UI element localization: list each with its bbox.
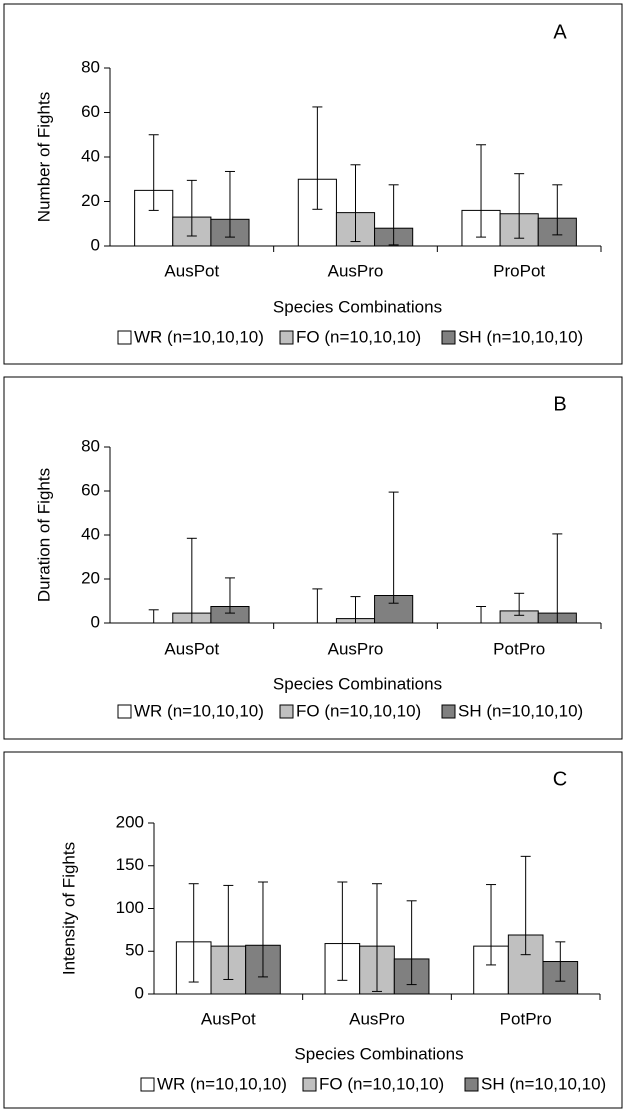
- x-tick-label: AusPot: [164, 261, 219, 280]
- legend-swatch: [117, 330, 132, 345]
- panel-label: B: [553, 393, 566, 415]
- panel-frame: [3, 376, 623, 740]
- legend-swatch: [279, 704, 294, 719]
- x-axis-title: Species Combinations: [273, 297, 442, 316]
- x-tick-label: AusPot: [201, 1009, 256, 1028]
- y-tick-label: 0: [135, 983, 144, 1002]
- x-tick-label: AusPot: [164, 639, 219, 658]
- y-tick-label: 80: [81, 436, 100, 455]
- y-tick-label: 150: [116, 855, 144, 874]
- panel-frame: [3, 751, 623, 1109]
- legend-label: SH (n=10,10,10): [458, 327, 583, 346]
- legend-swatch: [464, 1077, 479, 1092]
- y-axis-title: Intensity of Fights: [59, 842, 78, 975]
- legend-label: FO (n=10,10,10): [296, 701, 421, 720]
- legend-swatch: [441, 704, 456, 719]
- legend-swatch: [117, 704, 132, 719]
- legend-label: WR (n=10,10,10): [134, 701, 264, 720]
- y-tick-label: 40: [81, 524, 100, 543]
- panel-label: C: [553, 768, 567, 790]
- legend-label: SH (n=10,10,10): [481, 1074, 606, 1093]
- legend-swatch: [302, 1077, 317, 1092]
- x-tick-label: AusPro: [328, 261, 384, 280]
- legend-label: SH (n=10,10,10): [458, 701, 583, 720]
- y-tick-label: 0: [91, 235, 100, 254]
- x-tick-label: PotPro: [500, 1009, 552, 1028]
- panel-frame: [3, 3, 623, 365]
- y-tick-label: 20: [81, 191, 100, 210]
- x-tick-label: PotPro: [493, 639, 545, 658]
- legend-label: FO (n=10,10,10): [296, 327, 421, 346]
- bar: [134, 189, 174, 247]
- legend-swatch: [279, 330, 294, 345]
- panel-label: A: [553, 21, 567, 43]
- legend-label: WR (n=10,10,10): [157, 1074, 287, 1093]
- x-tick-label: AusPro: [349, 1009, 405, 1028]
- y-tick-label: 60: [81, 102, 100, 121]
- legend-label: WR (n=10,10,10): [134, 327, 264, 346]
- x-tick-label: ProPot: [493, 261, 545, 280]
- x-tick-label: AusPro: [328, 639, 384, 658]
- y-tick-label: 80: [81, 57, 100, 76]
- legend-swatch: [140, 1077, 155, 1092]
- y-tick-label: 50: [125, 941, 144, 960]
- y-tick-label: 60: [81, 480, 100, 499]
- y-tick-label: 40: [81, 146, 100, 165]
- y-tick-label: 0: [91, 612, 100, 631]
- x-axis-title: Species Combinations: [273, 674, 442, 693]
- x-axis-title: Species Combinations: [294, 1044, 463, 1063]
- legend-label: FO (n=10,10,10): [319, 1074, 444, 1093]
- y-tick-label: 100: [116, 898, 144, 917]
- y-tick-label: 200: [116, 812, 144, 831]
- y-tick-label: 20: [81, 568, 100, 587]
- y-axis-title: Number of Fights: [34, 92, 53, 222]
- y-axis-title: Duration of Fights: [34, 468, 53, 602]
- legend-swatch: [441, 330, 456, 345]
